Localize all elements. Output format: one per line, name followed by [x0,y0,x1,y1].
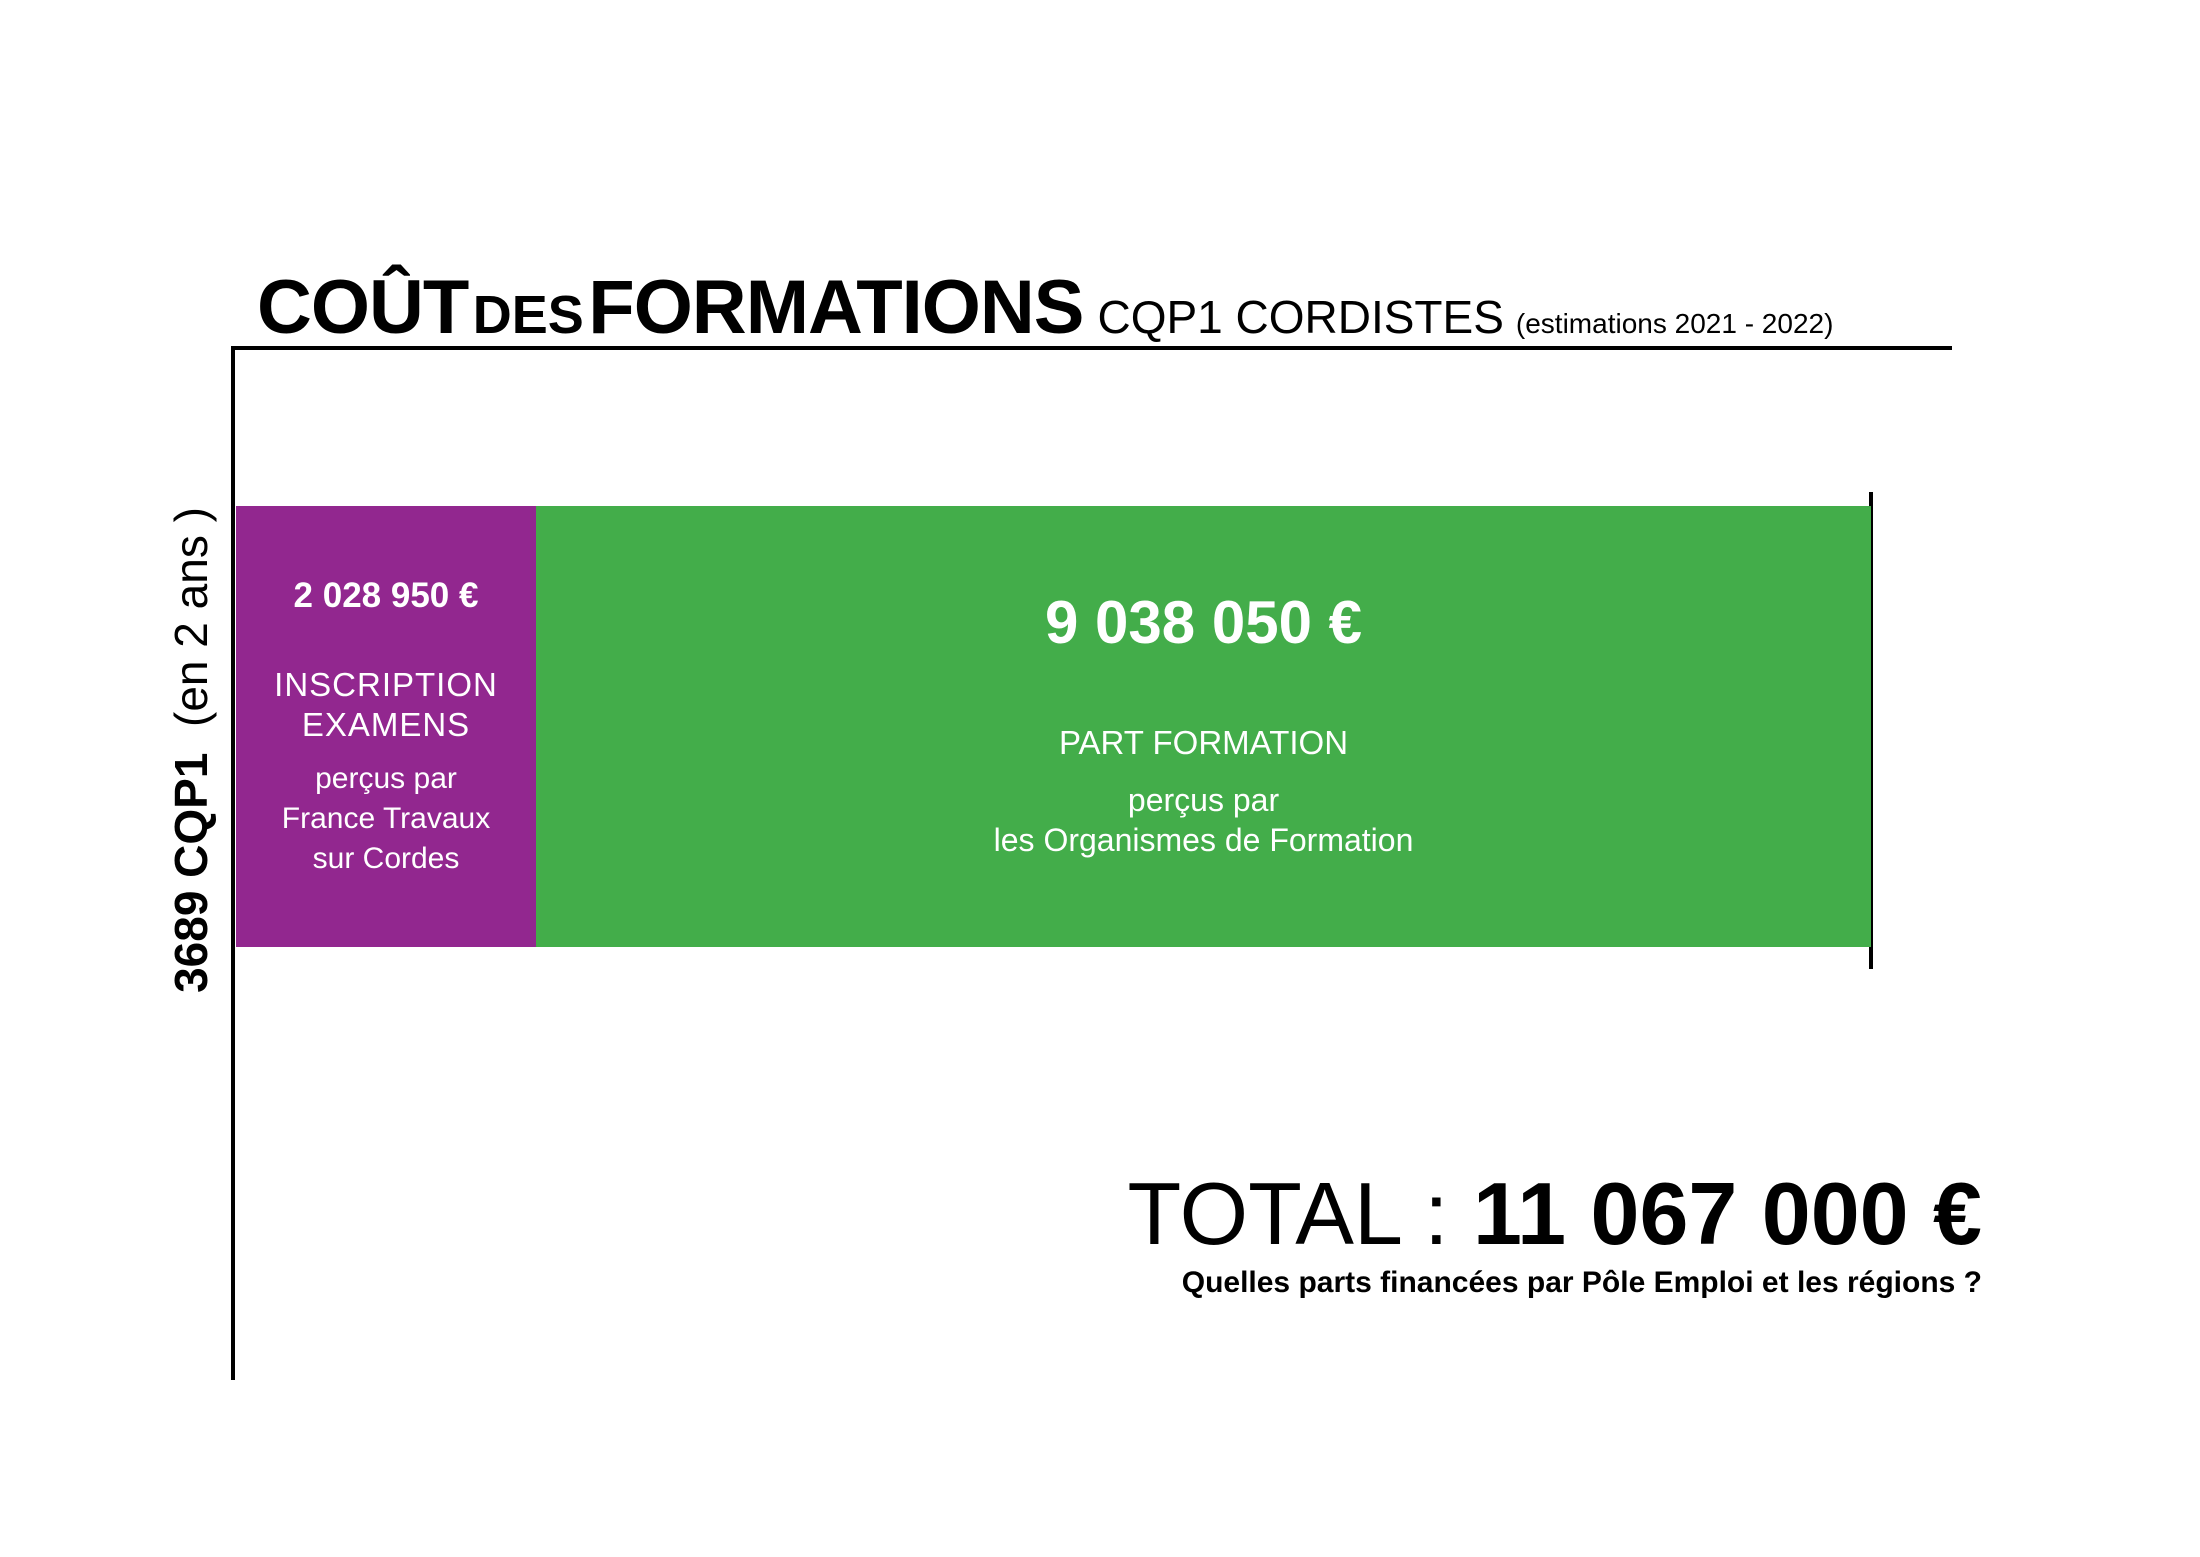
total-value: 11 067 000 € [1473,1164,1982,1263]
segment-name-line: INSCRIPTION [274,666,498,703]
y-axis-label: 3689 CQP1 (en 2 ans ) [164,507,218,993]
segment-name-line: PART FORMATION [1058,724,1349,761]
segment-value-label: 9 038 050 € [1045,589,1362,656]
title-subtitle: CQP1 CORDISTES [1097,291,1504,343]
bar-segment-part-formation: 9 038 050 € PART FORMATION perçus par le… [536,506,1871,947]
question-text: Quelles parts financées par Pôle Emploi … [1181,1266,1982,1299]
title-formations: FORMATIONS [588,265,1084,350]
segment-detail-line: les Organismes de Formation [993,822,1414,858]
segment-detail-line: perçus par [315,762,457,795]
title-note: (estimations 2021 - 2022) [1515,308,1834,339]
title-cout: COÛT [257,265,469,350]
left-axis-line [231,346,235,1380]
y-label-count: 3689 CQP1 [165,752,217,993]
segment-detail-line: perçus par [1127,782,1280,818]
title-des: DES [472,285,584,345]
chart-title: COÛT DES FORMATIONS CQP1 CORDISTES (estima… [257,270,1833,346]
bar-segment-inscription-examens: 2 028 950 € INSCRIPTION EXAMENS perçus p… [236,506,536,947]
segment-name-line: EXAMENS [301,706,471,743]
total-line: TOTAL : 11 067 000 € [1127,1170,1982,1258]
total-label: TOTAL : [1127,1164,1449,1263]
right-end-line [1869,492,1873,969]
segment-detail-line: sur Cordes [312,842,460,875]
top-axis-line [232,346,1952,350]
segment-value-label: 2 028 950 € [293,576,479,615]
segment-detail-line: France Travaux [281,802,491,835]
stacked-bar: 2 028 950 € INSCRIPTION EXAMENS perçus p… [236,506,1871,947]
y-label-period: (en 2 ans ) [165,507,217,727]
